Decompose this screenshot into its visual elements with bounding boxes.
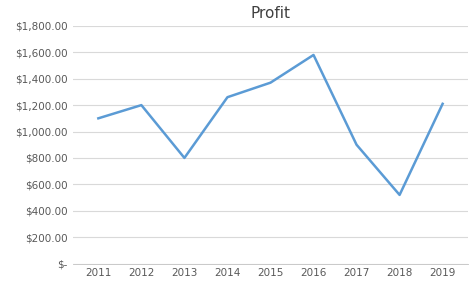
Title: Profit: Profit — [250, 6, 291, 20]
